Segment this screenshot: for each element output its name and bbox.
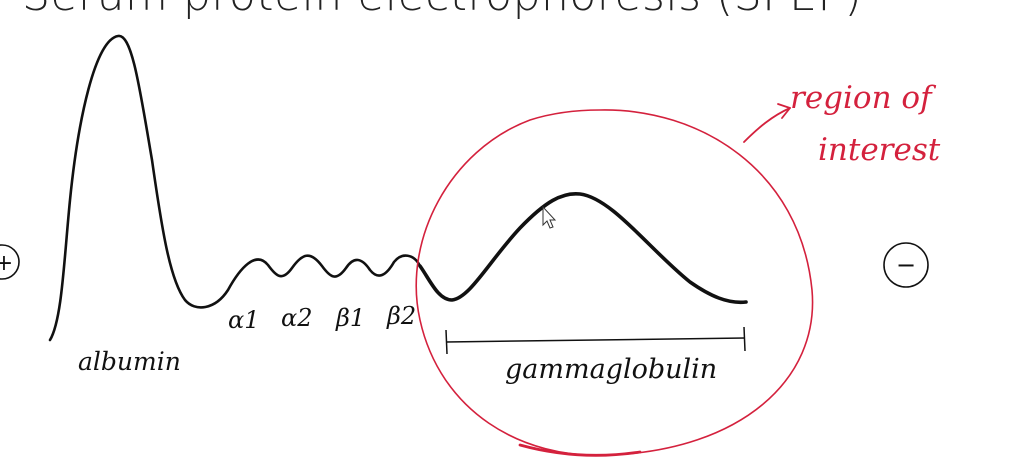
annotation-line2: interest — [818, 132, 941, 168]
annotation-line1: region of — [790, 80, 937, 116]
negative-electrode-label: − — [896, 251, 916, 279]
gammaglobulin-bracket — [445, 326, 746, 355]
beta2-label: β2 — [386, 302, 416, 330]
negative-electrode: − — [883, 242, 929, 288]
gammaglobulin-label: gammaglobulin — [505, 354, 717, 385]
region-of-interest-circle-thick-segment — [518, 443, 642, 457]
positive-electrode: + — [0, 244, 20, 280]
alpha2-label: α2 — [281, 304, 312, 332]
gammaglobulin-trace — [418, 191, 748, 305]
page-title: Serum protein electrophoresis (SPEP) — [22, 0, 862, 21]
beta1-label: β1 — [335, 304, 365, 332]
albumin-label: albumin — [78, 347, 181, 376]
albumin-trace — [48, 34, 422, 342]
alpha1-label: α1 — [228, 306, 259, 334]
positive-electrode-label: + — [0, 251, 13, 276]
mouse-pointer-icon — [542, 205, 557, 229]
annotation-arrow — [743, 103, 791, 143]
